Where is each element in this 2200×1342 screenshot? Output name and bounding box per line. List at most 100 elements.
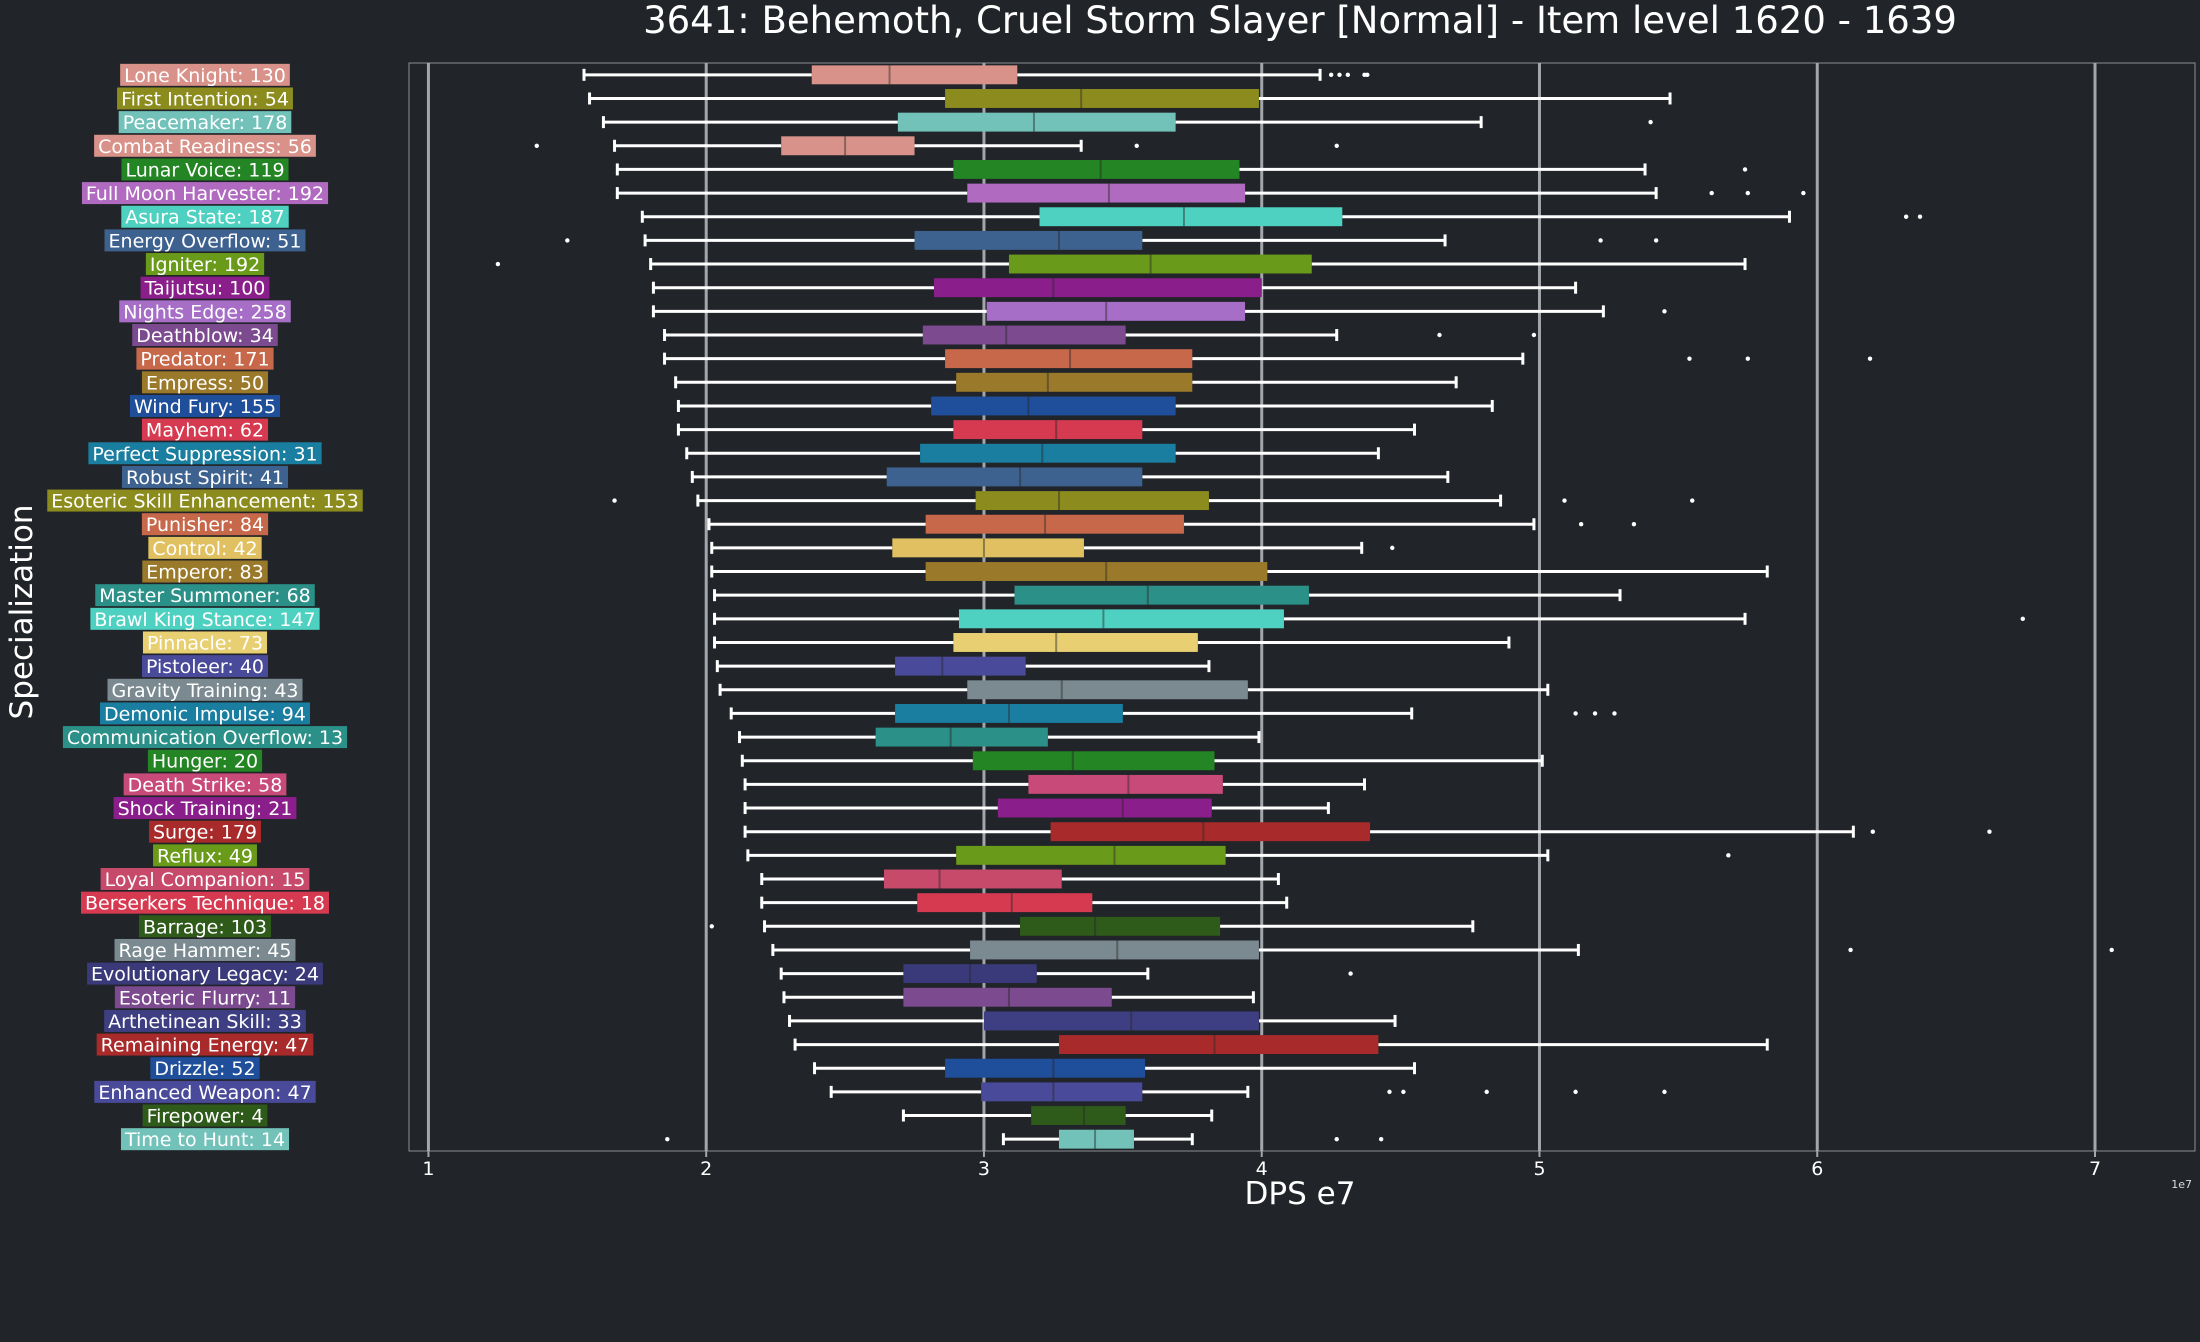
y-tick-label: Mayhem: 62 <box>141 418 269 442</box>
outlier-point <box>1334 143 1339 148</box>
series-group-firepower: Firepower: 4 <box>142 1104 1214 1128</box>
y-tick-label: Remaining Energy: 47 <box>96 1033 314 1057</box>
series-group-surge: Surge: 179 <box>148 820 1992 844</box>
y-tick-label-text: Robust Spirit: 41 <box>126 467 284 489</box>
y-tick-label-bg <box>148 820 262 843</box>
outlier-point <box>1903 214 1909 219</box>
y-tick-label-bg <box>96 1033 314 1056</box>
series-group-perfect-suppression: Perfect Suppression: 31 <box>88 442 1380 465</box>
outlier-point <box>1134 143 1139 148</box>
outlier-point <box>1334 1136 1339 1142</box>
outlier-point <box>1662 1089 1667 1095</box>
y-tick-label-text: Pinnacle: 73 <box>147 632 263 654</box>
iqr-box <box>1039 207 1343 227</box>
y-tick-label-text: Pistoleer: 40 <box>146 656 264 678</box>
series-group-asura-state: Asura State: 187 <box>121 205 1923 229</box>
y-tick-label-text: Hunger: 20 <box>152 751 258 773</box>
series-group-combat-readiness: Combat Readiness: 56 <box>94 134 1339 158</box>
x-axis-scale-note: 1e7 <box>2171 1178 2192 1191</box>
series-group-berserkers-technique: Berserkers Technique: 18 <box>81 891 1289 915</box>
y-tick-label-text: Drizzle: 52 <box>154 1058 255 1080</box>
y-tick-label-bg <box>129 394 281 417</box>
series-group-rage-hammer: Rage Hammer: 45 <box>114 938 2114 962</box>
y-tick-label-text: Arthetinean Skill: 33 <box>108 1011 302 1033</box>
series-group-drizzle: Drizzle: 52 <box>150 1057 1416 1080</box>
series-group-barrage: Barrage: 103 <box>138 915 1475 938</box>
y-tick-label: Punisher: 84 <box>141 513 269 536</box>
iqr-box <box>953 159 1240 179</box>
iqr-box <box>945 89 1259 108</box>
iqr-box <box>895 656 1026 676</box>
y-tick-label-text: Time to Hunt: 14 <box>124 1129 285 1151</box>
y-tick-label-bg <box>138 915 272 938</box>
y-tick-label: Demonic Impulse: 94 <box>100 702 310 725</box>
y-tick-label-text: Perfect Suppression: 31 <box>92 443 317 465</box>
y-tick-label-bg <box>140 276 270 299</box>
iqr-box <box>781 136 915 156</box>
x-tick-label: 7 <box>2089 1158 2101 1180</box>
y-tick-label-bg <box>90 607 320 630</box>
series-group-esoteric-flurry: Esoteric Flurry: 11 <box>114 986 1255 1009</box>
y-tick-label: Enhanced Weapon: 47 <box>94 1080 316 1104</box>
y-tick-label-bg <box>150 1057 260 1080</box>
outlier-point <box>1917 214 1923 219</box>
y-tick-label-bg <box>94 1080 316 1103</box>
series-group-reflux: Reflux: 49 <box>153 844 1731 867</box>
x-tick-label: 4 <box>1256 1158 1268 1180</box>
outlier-point <box>1690 498 1695 503</box>
y-tick-label-text: Predator: 171 <box>140 349 269 371</box>
iqr-box <box>945 349 1193 369</box>
iqr-box <box>897 112 1176 132</box>
iqr-box <box>981 1082 1143 1102</box>
y-tick-label-text: Evolutionary Legacy: 24 <box>91 964 319 986</box>
outlier-point <box>1365 72 1370 78</box>
outlier-point <box>1653 238 1659 243</box>
iqr-box <box>931 396 1176 416</box>
y-tick-label-bg <box>104 229 306 252</box>
iqr-box <box>956 845 1226 865</box>
iqr-box <box>997 798 1212 818</box>
outlier-point <box>1848 947 1853 953</box>
series-group-deathblow: Deathblow: 34 <box>132 324 1537 347</box>
outlier-point <box>1592 711 1598 716</box>
iqr-box <box>1050 822 1371 842</box>
series-group-esoteric-skill-enhancement: Esoteric Skill Enhancement: 153 <box>47 489 1695 513</box>
series-group-pistoleer: Pistoleer: 40 <box>141 655 1211 678</box>
plot-frame <box>408 62 2196 1152</box>
iqr-box <box>920 443 1176 463</box>
y-tick-label: Empress: 50 <box>141 371 269 394</box>
y-tick-label: First Intention: 54 <box>117 87 293 110</box>
y-tick-label-bg <box>121 205 289 228</box>
outlier-point <box>1348 971 1353 976</box>
y-tick-label: Esoteric Skill Enhancement: 153 <box>47 489 363 513</box>
outlier-point <box>1578 522 1584 527</box>
y-tick-label: Drizzle: 52 <box>150 1057 260 1080</box>
y-tick-label-text: Lone Knight: 130 <box>124 65 286 87</box>
outlier-point <box>1742 167 1748 172</box>
outlier-point <box>1987 829 1992 834</box>
x-axis-label: DPS e7 <box>1245 1176 1356 1212</box>
y-axis-label: Specialization <box>4 505 40 720</box>
outlier-point <box>1867 356 1873 361</box>
y-tick-label: Loyal Companion: 15 <box>100 868 310 891</box>
y-tick-label: Pinnacle: 73 <box>142 631 268 654</box>
iqr-box <box>903 964 1037 984</box>
y-tick-label-bg <box>100 868 310 890</box>
y-tick-label-bg <box>142 560 268 583</box>
y-tick-label-bg <box>147 749 263 772</box>
y-tick-label: Perfect Suppression: 31 <box>88 442 322 465</box>
outlier-point <box>1484 1089 1489 1095</box>
outlier-point <box>1573 711 1578 716</box>
iqr-box <box>933 278 1262 298</box>
y-tick-label: Pistoleer: 40 <box>141 655 269 678</box>
series-group-time-to-hunt: Time to Hunt: 14 <box>120 1128 1384 1151</box>
series-group-empress: Empress: 50 <box>141 371 1458 394</box>
iqr-box <box>972 751 1215 771</box>
y-tick-label-text: Berserkers Technique: 18 <box>85 893 325 915</box>
outlier-point <box>1328 72 1334 78</box>
y-tick-label-text: Esoteric Flurry: 11 <box>119 987 291 1009</box>
outlier-point <box>709 924 714 929</box>
y-tick-label: Communication Overflow: 13 <box>62 726 348 749</box>
y-tick-label-bg <box>141 655 269 678</box>
y-tick-label-text: Brawl King Stance: 147 <box>94 609 315 631</box>
